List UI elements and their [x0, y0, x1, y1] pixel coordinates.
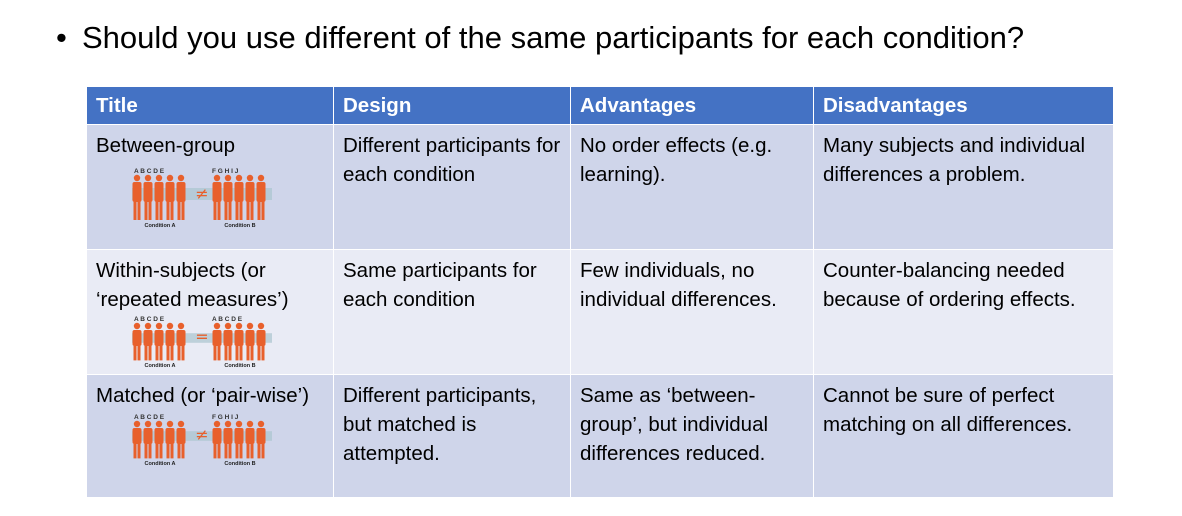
condition-b-label: Condition B	[224, 363, 255, 369]
participant-figure-a	[132, 420, 142, 459]
condition-a-label: Condition A	[145, 363, 176, 369]
comparison-symbol: ≠	[195, 184, 208, 203]
participant-figure-b	[223, 322, 233, 361]
cell-disadvantages: Cannot be sure of perfect matching on al…	[813, 374, 1114, 498]
participant-figure-a	[165, 420, 175, 459]
condition-a-label: Condition A	[145, 223, 176, 229]
participant-figure-a	[176, 322, 186, 361]
participant-figure-a	[154, 322, 164, 361]
cell-design: Same participants for each condition	[333, 249, 571, 375]
between-group-diagram: A B C D E F G H I J ≠ Condition A Condition …	[132, 168, 272, 229]
bullet: •	[56, 20, 67, 55]
cell-advantages: No order effects (e.g. learning).	[570, 124, 814, 250]
cell-title: Matched (or ‘pair-wise’) A B C D E F G H …	[86, 374, 334, 498]
comparison-table: Title Design Advantages Disadvantages Be…	[86, 86, 1114, 498]
condition-b-label: Condition B	[224, 223, 255, 229]
comparison-symbol: ≠	[195, 425, 208, 444]
participant-figure-b	[223, 174, 233, 220]
cell-disadvantages: Many subjects and individual differences…	[813, 124, 1114, 250]
participant-figure-a	[154, 420, 164, 459]
participant-letters-a: A B C D E	[134, 316, 165, 323]
cell-disadvantages: Counter-balancing needed because of orde…	[813, 249, 1114, 375]
participant-figure-a	[132, 174, 142, 220]
participant-figure-a	[143, 322, 153, 361]
participant-figure-b	[256, 322, 266, 361]
header-advantages: Advantages	[570, 86, 814, 125]
participant-figure-b	[256, 174, 266, 220]
table-row: Within-subjects (or ‘repeated measures’)…	[86, 249, 1114, 375]
matched-diagram: A B C D E F G H I J ≠ Condition A Condition …	[132, 414, 272, 467]
participant-figure-b	[234, 322, 244, 361]
cell-title: Within-subjects (or ‘repeated measures’)…	[86, 249, 334, 375]
heading-text: Should you use different of the same par…	[82, 20, 1025, 55]
participant-figure-a	[165, 174, 175, 220]
participant-letters-b: A B C D E	[212, 316, 243, 323]
cell-title: Between-group A B C D E F G H I J ≠ Conditi…	[86, 124, 334, 250]
condition-a-label: Condition A	[145, 461, 176, 467]
header-disadvantages: Disadvantages	[813, 86, 1114, 125]
participant-letters-b: F G H I J	[212, 168, 239, 175]
participant-figure-b	[212, 420, 222, 459]
table-row: Between-group A B C D E F G H I J ≠ Conditi…	[86, 124, 1114, 250]
row-title: Within-subjects (or ‘repeated measures’)	[96, 259, 289, 311]
cell-advantages: Few individuals, no individual differenc…	[570, 249, 814, 375]
participant-figure-a	[143, 420, 153, 459]
participant-letters-a: A B C D E	[134, 168, 165, 175]
slide-heading: • Should you use different of the same pa…	[56, 18, 1024, 58]
table-header-row: Title Design Advantages Disadvantages	[86, 86, 1114, 125]
participant-figure-a	[176, 174, 186, 220]
participant-figure-b	[245, 322, 255, 361]
participant-figure-a	[132, 322, 142, 361]
participant-letters-b: F G H I J	[212, 414, 239, 421]
participant-figure-b	[234, 174, 244, 220]
participant-letters-a: A B C D E	[134, 414, 165, 421]
participant-figure-b	[256, 420, 266, 459]
background-band	[132, 333, 272, 343]
header-design: Design	[333, 86, 571, 125]
row-title: Matched (or ‘pair-wise’)	[96, 384, 310, 407]
participant-figure-b	[223, 420, 233, 459]
cell-advantages: Same as ‘between-group’, but individual …	[570, 374, 814, 498]
comparison-symbol: =	[195, 327, 208, 346]
condition-b-label: Condition B	[224, 461, 255, 467]
participant-figure-b	[212, 174, 222, 220]
within-subjects-diagram: A B C D E A B C D E = Condition A Condition …	[132, 316, 272, 369]
participant-figure-b	[234, 420, 244, 459]
participant-figure-b	[212, 322, 222, 361]
background-band	[132, 431, 272, 441]
cell-design: Different participants, but matched is a…	[333, 374, 571, 498]
header-title: Title	[86, 86, 334, 125]
row-title: Between-group	[96, 134, 236, 157]
cell-design: Different participants for each conditio…	[333, 124, 571, 250]
table-row: Matched (or ‘pair-wise’) A B C D E F G H …	[86, 374, 1114, 498]
participant-figure-a	[143, 174, 153, 220]
participant-figure-b	[245, 420, 255, 459]
participant-figure-a	[176, 420, 186, 459]
participant-figure-a	[165, 322, 175, 361]
participant-figure-b	[245, 174, 255, 220]
participant-figure-a	[154, 174, 164, 220]
